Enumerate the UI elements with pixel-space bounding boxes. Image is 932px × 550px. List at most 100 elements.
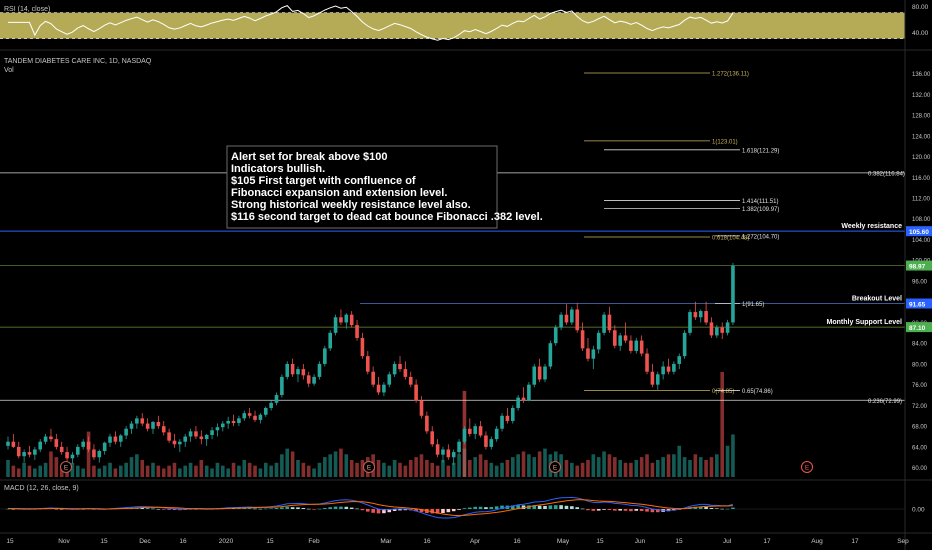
volume-bar (167, 465, 171, 477)
price-axis-badge-text: 98.97 (909, 264, 926, 271)
candle-body (580, 330, 585, 349)
volume-bar (473, 457, 477, 477)
candle-body (231, 420, 236, 424)
candle-body (537, 366, 542, 380)
macd-histogram-bar (510, 505, 515, 509)
fib-level-label: 0.382(116.84) (868, 171, 905, 177)
volume-bar (70, 462, 75, 477)
annotation-box[interactable]: Alert set for break above $100 Indicator… (226, 145, 543, 229)
volume-bar (731, 434, 735, 477)
fib-level-label: 1.272(104.70) (742, 234, 779, 240)
macd-histogram-bar (623, 509, 628, 511)
candle-body (484, 435, 488, 447)
price-axis-badge (906, 226, 932, 237)
candle-body (709, 322, 714, 336)
volume-bar (161, 468, 166, 477)
candle-body (312, 376, 316, 384)
volume-bar (661, 457, 665, 477)
macd-histogram-bar (441, 509, 445, 513)
candle-body (355, 325, 359, 338)
candle-body (199, 436, 204, 440)
fib-level-label: 1.414(111.51) (742, 199, 778, 205)
candle-body (333, 317, 338, 333)
macd-histogram-bar (258, 508, 263, 510)
candle-body (661, 366, 665, 375)
macd-histogram-bar (349, 507, 354, 509)
candle-body (27, 452, 32, 455)
level-label: Breakout Level (852, 296, 902, 303)
price-panel: Weekly resistance Breakout Level Monthly S… (0, 71, 905, 477)
candle-body (414, 384, 418, 401)
volume-bar (441, 459, 445, 477)
volume-bar (709, 457, 714, 477)
volume-bar (408, 459, 413, 477)
volume-bar (698, 457, 703, 477)
candle-body (688, 312, 692, 333)
candle-body (140, 418, 145, 424)
macd-histogram-bar (451, 509, 456, 512)
volume-bar (156, 465, 161, 477)
time-tick-label: Apr (470, 538, 481, 545)
volume-bar (478, 454, 483, 477)
macd-histogram-bar (639, 509, 644, 511)
candle-body (226, 420, 230, 424)
macd-histogram-bar (645, 509, 649, 512)
macd-histogram-bar (430, 509, 435, 514)
macd-histogram-bar (403, 509, 408, 511)
volume-bar (317, 462, 322, 477)
volume-bar (494, 465, 499, 477)
volume-bar (720, 372, 725, 477)
macd-histogram-bar (462, 508, 467, 509)
volume-bar (113, 468, 118, 477)
volume-bar (11, 465, 16, 477)
candle-body (360, 338, 365, 357)
price-axis-badge (906, 260, 932, 271)
time-tick-label: 16 (423, 538, 431, 545)
candle-body (478, 426, 483, 436)
time-tick-label: 15 (266, 538, 274, 545)
price-tick-label: 76.00 (912, 383, 928, 389)
candle-body (269, 402, 273, 408)
macd-histogram-bar (720, 508, 725, 510)
annotation-line-6: $116 second target to dead cat bounce Fi… (231, 211, 543, 223)
volume-bar (430, 462, 435, 477)
volume-bar (323, 457, 327, 477)
candle-body (398, 363, 402, 370)
volume-bar (639, 457, 644, 477)
volume-bar (510, 457, 515, 477)
price-tick-label: 84.00 (912, 342, 928, 348)
time-tick-label: 16 (179, 538, 187, 545)
macd-histogram-bar (59, 509, 64, 510)
candle-body (242, 413, 247, 419)
time-tick-label: 17 (763, 538, 771, 545)
candle-body (323, 348, 327, 364)
candle-body (22, 452, 26, 457)
volume-bar (97, 468, 102, 477)
fib-level-label: 0.236(72.99) (868, 399, 902, 405)
candle-body (33, 449, 37, 455)
level-label: Monthly Support Level (827, 319, 903, 326)
annotation-frame (226, 145, 498, 229)
time-tick-label: Feb (308, 538, 320, 545)
candle-body (11, 441, 16, 447)
macd-histogram-bar (333, 506, 338, 509)
candle-body (441, 449, 445, 455)
candle-body (500, 415, 504, 429)
volume-bar (672, 454, 676, 477)
candle-body (317, 363, 322, 377)
volume-bar (269, 465, 273, 477)
volume-bar (221, 465, 225, 477)
volume-bar (27, 465, 32, 477)
candle-body (666, 366, 671, 372)
price-tick-label: 72.00 (912, 404, 928, 410)
volume-bar (655, 459, 660, 477)
price-tick-label: 120.00 (912, 155, 931, 161)
candle-body (38, 441, 43, 450)
volume-bar (355, 462, 359, 477)
candle-body (178, 441, 182, 445)
macd-histogram-bar (301, 508, 306, 509)
annotation-line-5: Strong historical weekly resistance leve… (231, 199, 471, 211)
volume-bar (650, 462, 655, 477)
macd-histogram-bar (537, 505, 542, 509)
